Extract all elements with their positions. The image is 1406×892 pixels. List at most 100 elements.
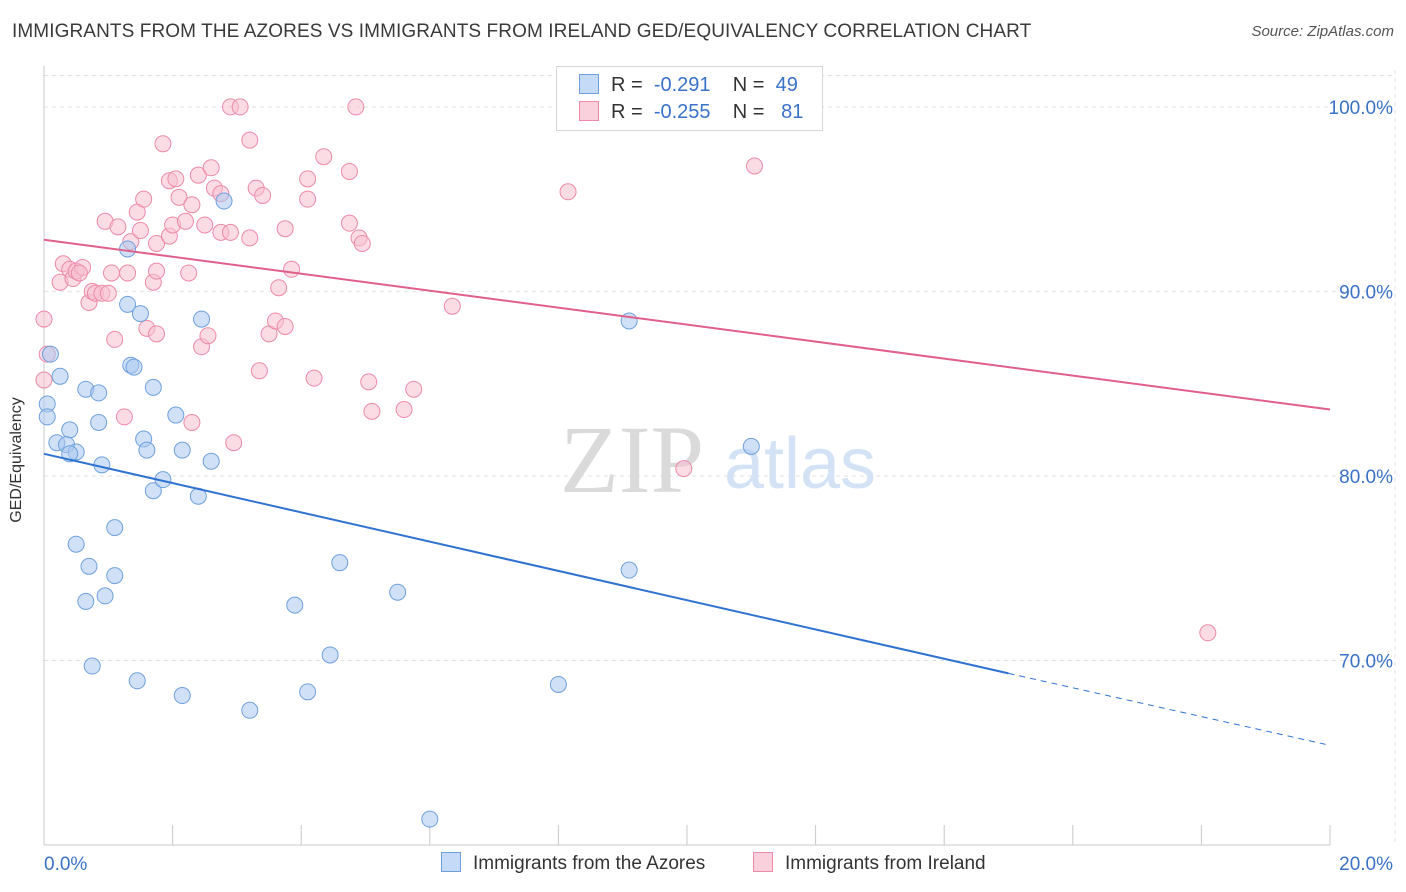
- bottom-legend-azores: Immigrants from the Azores: [441, 852, 705, 875]
- point-ireland: [170, 188, 188, 206]
- watermark-zip: ZIP: [560, 406, 704, 513]
- watermark: ZIP atlas: [560, 406, 876, 513]
- point-ireland: [176, 212, 194, 230]
- y-tick-label: 80.0%: [1339, 467, 1393, 488]
- point-ireland: [183, 413, 201, 431]
- point-ireland: [115, 408, 133, 426]
- legend-n-value-azores: 49: [775, 74, 798, 96]
- point-azores: [119, 295, 137, 313]
- point-ireland: [180, 264, 198, 282]
- point-azores: [119, 240, 137, 258]
- point-ireland: [148, 262, 166, 280]
- legend-n-value-ireland: 81: [781, 101, 804, 123]
- point-azores: [421, 810, 439, 828]
- point-ireland: [106, 330, 124, 348]
- tick-labels: 70.0% 80.0% 90.0% 100.0% 0.0% 20.0%: [44, 98, 1393, 875]
- point-azores: [131, 305, 149, 323]
- point-ireland: [35, 310, 53, 328]
- point-azores: [173, 687, 191, 705]
- point-ireland: [131, 222, 149, 240]
- point-azores: [106, 519, 124, 537]
- point-azores: [61, 421, 79, 439]
- bottom-legend-label-azores: Immigrants from the Azores: [473, 853, 706, 874]
- point-ireland: [305, 369, 323, 387]
- point-ireland: [1199, 624, 1217, 642]
- point-ireland: [353, 234, 371, 252]
- point-ireland: [283, 260, 301, 278]
- point-ireland: [347, 98, 365, 116]
- legend-r-label: R =: [611, 74, 643, 96]
- point-azores: [286, 596, 304, 614]
- point-azores: [173, 441, 191, 459]
- point-ireland: [183, 196, 201, 214]
- point-ireland: [199, 327, 217, 345]
- point-azores: [193, 310, 211, 328]
- point-ireland: [241, 131, 259, 149]
- point-azores: [96, 587, 114, 605]
- point-azores: [144, 378, 162, 396]
- bottom-legend-label-ireland: Immigrants from Ireland: [785, 853, 986, 874]
- point-ireland: [70, 264, 88, 282]
- point-azores: [80, 557, 98, 575]
- point-ireland: [746, 157, 764, 175]
- point-ireland: [154, 135, 172, 153]
- bottom-legend-swatch-azores: [441, 852, 461, 872]
- point-azores: [167, 406, 185, 424]
- point-azores: [41, 345, 59, 363]
- point-azores: [128, 672, 146, 690]
- point-azores: [125, 358, 143, 376]
- legend-r-value-ireland: -0.255: [653, 101, 711, 123]
- legend-r-label: R =: [611, 101, 643, 123]
- point-ireland: [196, 216, 214, 234]
- legend-r-value-azores: -0.291: [653, 74, 711, 96]
- bottom-legend-ireland: Immigrants from Ireland: [753, 852, 986, 875]
- point-azores: [138, 441, 156, 459]
- trend-line-ireland: [43, 238, 1331, 411]
- point-ireland: [119, 264, 137, 282]
- point-azores: [67, 535, 85, 553]
- series-ireland-points: [35, 98, 1217, 642]
- correlation-legend: R = -0.291 N = 49 R = -0.255 N = 81: [556, 66, 823, 131]
- point-ireland: [225, 434, 243, 452]
- point-azores: [215, 192, 233, 210]
- watermark-atlas: atlas: [724, 424, 876, 504]
- point-azores: [331, 554, 349, 572]
- point-ireland: [202, 159, 220, 177]
- point-ireland: [340, 162, 358, 180]
- legend-n-label: N =: [732, 74, 765, 96]
- x-tick-label-max: 20.0%: [1339, 854, 1393, 875]
- trend-line-azores: [43, 452, 1009, 675]
- point-ireland: [315, 148, 333, 166]
- point-ireland: [276, 220, 294, 238]
- point-azores: [202, 452, 220, 470]
- trend-lines: [43, 238, 1331, 746]
- point-azores: [144, 482, 162, 500]
- y-axis-label: GED/Equivalency: [8, 397, 25, 523]
- trend-line-azores-extrapolated: [1008, 672, 1331, 746]
- point-azores: [90, 413, 108, 431]
- point-ireland: [241, 229, 259, 247]
- y-tick-label: 90.0%: [1339, 282, 1393, 303]
- point-ireland: [276, 317, 294, 335]
- point-azores: [51, 367, 69, 385]
- series-azores-points: [38, 192, 760, 828]
- point-ireland: [148, 234, 166, 252]
- point-ireland: [254, 186, 272, 204]
- point-ireland: [221, 223, 239, 241]
- point-ireland: [675, 460, 693, 478]
- y-tick-label: 70.0%: [1339, 651, 1393, 672]
- point-ireland: [363, 402, 381, 420]
- point-azores: [83, 657, 101, 675]
- chart-title: IMMIGRANTS FROM THE AZORES VS IMMIGRANTS…: [12, 21, 1032, 42]
- point-ireland: [231, 98, 249, 116]
- legend-row-ireland: R = -0.255 N = 81: [579, 101, 803, 127]
- point-azores: [106, 567, 124, 585]
- point-azores: [742, 437, 760, 455]
- point-ireland: [405, 380, 423, 398]
- point-ireland: [360, 373, 378, 391]
- y-tick-label: 100.0%: [1329, 98, 1394, 119]
- legend-swatch-ireland: [579, 101, 599, 121]
- point-ireland: [99, 284, 117, 302]
- point-ireland: [270, 279, 288, 297]
